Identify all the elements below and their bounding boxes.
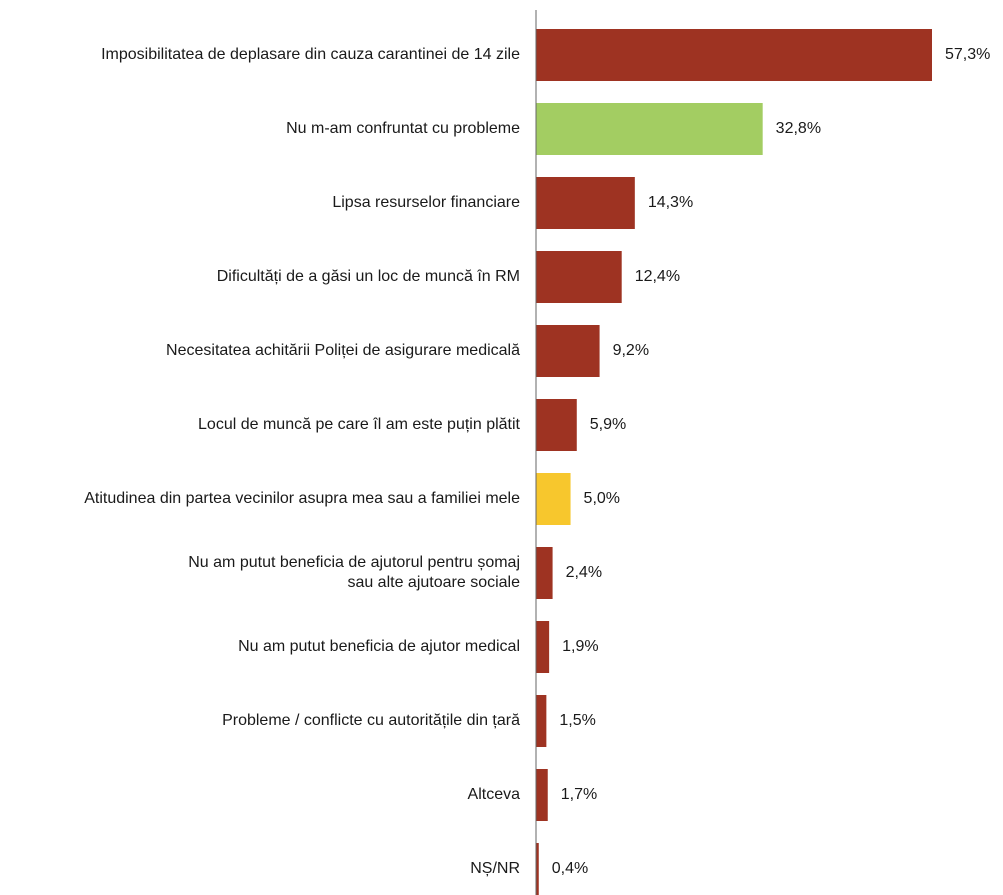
category-label-line: Nu am putut beneficia de ajutor medical bbox=[238, 638, 520, 655]
value-label-6: 5,9% bbox=[590, 416, 626, 433]
value-label-11: 1,7% bbox=[561, 786, 597, 803]
category-label-12: NȘ/NR bbox=[470, 860, 520, 877]
bar-6 bbox=[536, 399, 577, 451]
bar-12 bbox=[536, 843, 539, 895]
category-label-line: Locul de muncă pe care îl am este puțin … bbox=[198, 416, 521, 433]
category-label-1: Imposibilitatea de deplasare din cauza c… bbox=[101, 46, 520, 63]
category-label-4: Dificultăți de a găsi un loc de muncă în… bbox=[217, 268, 520, 285]
category-label-5: Necesitatea achitării Poliței de asigura… bbox=[166, 342, 520, 359]
bar-4 bbox=[536, 251, 622, 303]
value-label-8: 2,4% bbox=[566, 564, 602, 581]
category-label-line: Lipsa resurselor financiare bbox=[332, 194, 520, 211]
category-label-8: Nu am putut beneficia de ajutorul pentru… bbox=[188, 554, 520, 591]
category-label-line: Atitudinea din partea vecinilor asupra m… bbox=[84, 490, 520, 507]
category-label-3: Lipsa resurselor financiare bbox=[332, 194, 520, 211]
category-label-11: Altceva bbox=[468, 786, 521, 803]
category-label-line: Nu m-am confruntat cu probleme bbox=[286, 120, 520, 137]
category-label-6: Locul de muncă pe care îl am este puțin … bbox=[198, 416, 521, 433]
category-label-line: Dificultăți de a găsi un loc de muncă în… bbox=[217, 268, 520, 285]
value-label-7: 5,0% bbox=[584, 490, 620, 507]
category-label-10: Probleme / conflicte cu autoritățile din… bbox=[222, 712, 520, 729]
category-label-line: Altceva bbox=[468, 786, 521, 803]
category-label-line: Necesitatea achitării Poliței de asigura… bbox=[166, 342, 520, 359]
value-label-5: 9,2% bbox=[613, 342, 649, 359]
category-label-2: Nu m-am confruntat cu probleme bbox=[286, 120, 520, 137]
bar-1 bbox=[536, 29, 932, 81]
value-label-4: 12,4% bbox=[635, 268, 680, 285]
category-label-line: NȘ/NR bbox=[470, 860, 520, 877]
value-label-12: 0,4% bbox=[552, 860, 588, 877]
bar-9 bbox=[536, 621, 550, 673]
bar-8 bbox=[536, 547, 553, 599]
value-label-1: 57,3% bbox=[945, 46, 990, 63]
category-label-line: Probleme / conflicte cu autoritățile din… bbox=[222, 712, 520, 729]
category-label-7: Atitudinea din partea vecinilor asupra m… bbox=[84, 490, 520, 507]
bar-3 bbox=[536, 177, 635, 229]
category-label-9: Nu am putut beneficia de ajutor medical bbox=[238, 638, 520, 655]
value-label-9: 1,9% bbox=[562, 638, 598, 655]
category-label-line: Nu am putut beneficia de ajutorul pentru… bbox=[188, 554, 520, 571]
value-label-3: 14,3% bbox=[648, 194, 693, 211]
value-label-2: 32,8% bbox=[776, 120, 821, 137]
bar-2 bbox=[536, 103, 763, 155]
bar-7 bbox=[536, 473, 571, 525]
labels-layer: 57,3% Imposibilitatea de deplasare din ca… bbox=[84, 46, 990, 877]
bar-10 bbox=[536, 695, 547, 747]
bar-5 bbox=[536, 325, 600, 377]
category-label-line: Imposibilitatea de deplasare din cauza c… bbox=[101, 46, 520, 63]
value-label-10: 1,5% bbox=[559, 712, 595, 729]
category-label-line: sau alte ajutoare sociale bbox=[347, 574, 520, 591]
bar-11 bbox=[536, 769, 548, 821]
bars-layer bbox=[536, 29, 932, 895]
